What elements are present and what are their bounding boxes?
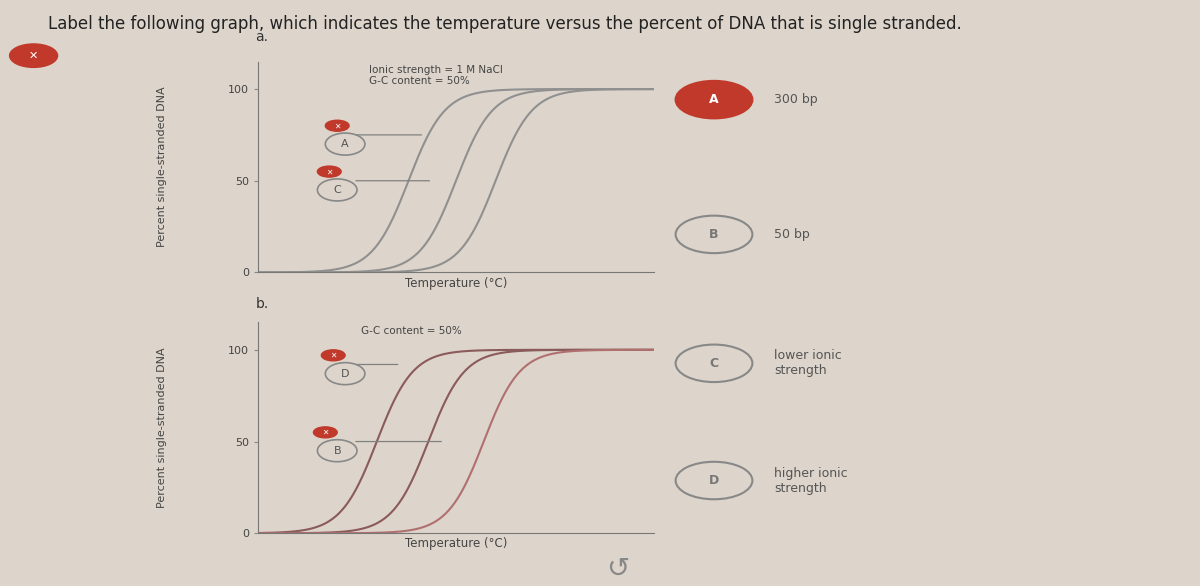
Text: ✕: ✕ — [322, 428, 329, 437]
Text: 300 bp: 300 bp — [774, 93, 817, 106]
Text: 50 bp: 50 bp — [774, 228, 810, 241]
Text: G-C content = 50%: G-C content = 50% — [368, 76, 469, 86]
Text: ✕: ✕ — [326, 167, 332, 176]
Text: a.: a. — [256, 30, 269, 44]
X-axis label: Temperature (°C): Temperature (°C) — [404, 277, 508, 289]
Circle shape — [322, 350, 346, 361]
Text: b.: b. — [256, 297, 269, 311]
Circle shape — [317, 166, 341, 177]
Text: B: B — [709, 228, 719, 241]
X-axis label: Temperature (°C): Temperature (°C) — [404, 537, 508, 550]
Text: D: D — [709, 474, 719, 487]
Text: A: A — [341, 139, 349, 149]
Text: lower ionic
strength: lower ionic strength — [774, 349, 841, 377]
Text: Percent single-stranded DNA: Percent single-stranded DNA — [157, 87, 167, 247]
Circle shape — [313, 427, 337, 438]
Text: higher ionic
strength: higher ionic strength — [774, 466, 847, 495]
Text: C: C — [709, 357, 719, 370]
Text: C: C — [334, 185, 341, 195]
Text: Label the following graph, which indicates the temperature versus the percent of: Label the following graph, which indicat… — [48, 15, 961, 33]
Text: ↺: ↺ — [606, 554, 630, 582]
Text: ✕: ✕ — [330, 351, 336, 360]
Text: Ionic strength = 1 M NaCl: Ionic strength = 1 M NaCl — [368, 65, 503, 75]
Text: A: A — [709, 93, 719, 106]
Text: Percent single-stranded DNA: Percent single-stranded DNA — [157, 347, 167, 508]
Text: D: D — [341, 369, 349, 379]
Circle shape — [325, 120, 349, 131]
Text: B: B — [334, 446, 341, 456]
Text: ✕: ✕ — [334, 121, 341, 130]
Text: ✕: ✕ — [29, 50, 38, 61]
Text: G-C content = 50%: G-C content = 50% — [361, 326, 462, 336]
